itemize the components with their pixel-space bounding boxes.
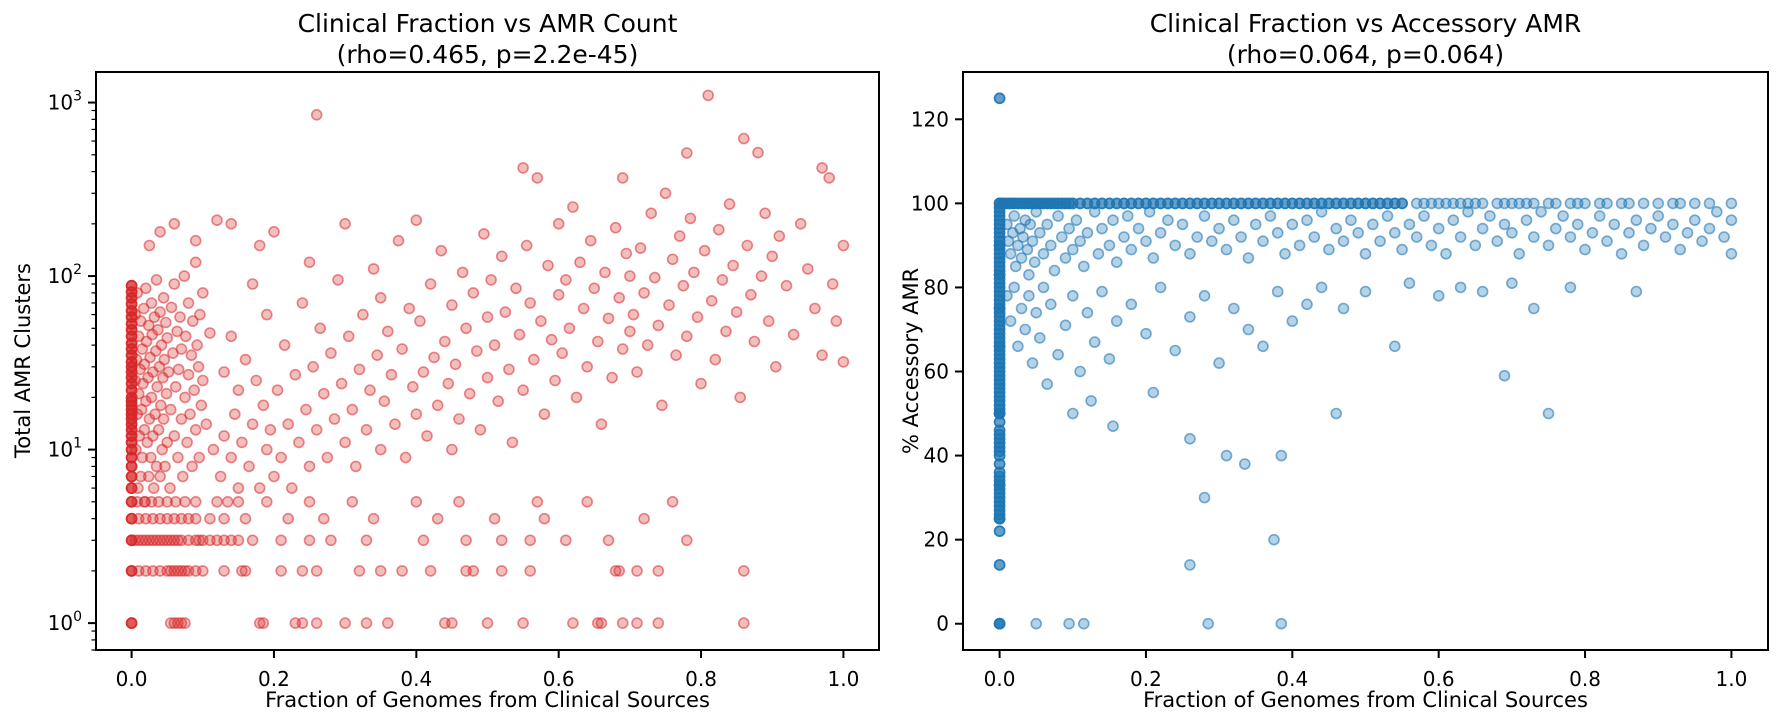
left-xtick-label: 0.4: [400, 667, 432, 691]
left-xtick-label: 0.0: [116, 667, 148, 691]
right-ytick-label: 80: [924, 275, 949, 299]
right-xtick-label: 0.4: [1276, 667, 1308, 691]
right-ytick-label: 60: [924, 360, 949, 384]
right-chart-title-line2: (rho=0.064, p=0.064): [1226, 40, 1505, 69]
left-xtick-label: 0.6: [543, 667, 575, 691]
left-xaxis-label: Fraction of Genomes from Clinical Source…: [265, 688, 710, 712]
left-axes-box: [95, 71, 880, 651]
right-xaxis-label: Fraction of Genomes from Clinical Source…: [1143, 688, 1588, 712]
right-plot-points: [993, 92, 1738, 630]
right-ytick-label: 120: [911, 107, 949, 131]
right-axes-box: [962, 71, 1769, 651]
left-chart-title-line2: (rho=0.465, p=2.2e-45): [336, 40, 639, 69]
left-plot-points: [125, 89, 850, 629]
left-plot: 0.0 0.2 0.4 0.6 0.8 1.0 100 101 102 103: [48, 71, 880, 691]
left-xtick-label: 0.2: [258, 667, 290, 691]
right-ytick-label: 40: [924, 444, 949, 468]
left-ytick-label: 103: [48, 89, 82, 115]
right-xtick-label: 0.8: [1569, 667, 1601, 691]
left-ytick-label: 102: [48, 262, 82, 288]
right-ytick-label: 100: [911, 191, 949, 215]
left-xtick-label: 1.0: [828, 667, 860, 691]
left-chart-title: Clinical Fraction vs AMR Count (rho=0.46…: [96, 8, 879, 70]
right-ticks: 0.0 0.2 0.4 0.6 0.8 1.0 0 20 40 60 80 100 120: [911, 107, 1748, 691]
right-plot: 0.0 0.2 0.4 0.6 0.8 1.0 0 20 40 60 80 100 120: [911, 71, 1769, 691]
left-ytick-label: 100: [48, 609, 82, 635]
right-xtick-label: 0.6: [1423, 667, 1455, 691]
right-xtick-label: 1.0: [1716, 667, 1748, 691]
left-ticks: 0.0 0.2 0.4 0.6 0.8 1.0 100 101 102 103: [48, 89, 860, 691]
right-ytick-label: 20: [924, 528, 949, 552]
right-yaxis-label: % Accessory AMR: [899, 267, 923, 455]
left-ytick-label: 101: [48, 436, 82, 462]
right-xtick-label: 0.2: [1130, 667, 1162, 691]
right-xtick-label: 0.0: [984, 667, 1016, 691]
right-chart-title-line1: Clinical Fraction vs Accessory AMR: [1149, 9, 1582, 38]
right-ytick-label: 0: [936, 612, 949, 636]
left-chart-title-line1: Clinical Fraction vs AMR Count: [297, 9, 678, 38]
left-yaxis-label: Total AMR Clusters: [11, 263, 35, 459]
left-xtick-label: 0.8: [685, 667, 717, 691]
right-chart-title: Clinical Fraction vs Accessory AMR (rho=…: [963, 8, 1768, 70]
